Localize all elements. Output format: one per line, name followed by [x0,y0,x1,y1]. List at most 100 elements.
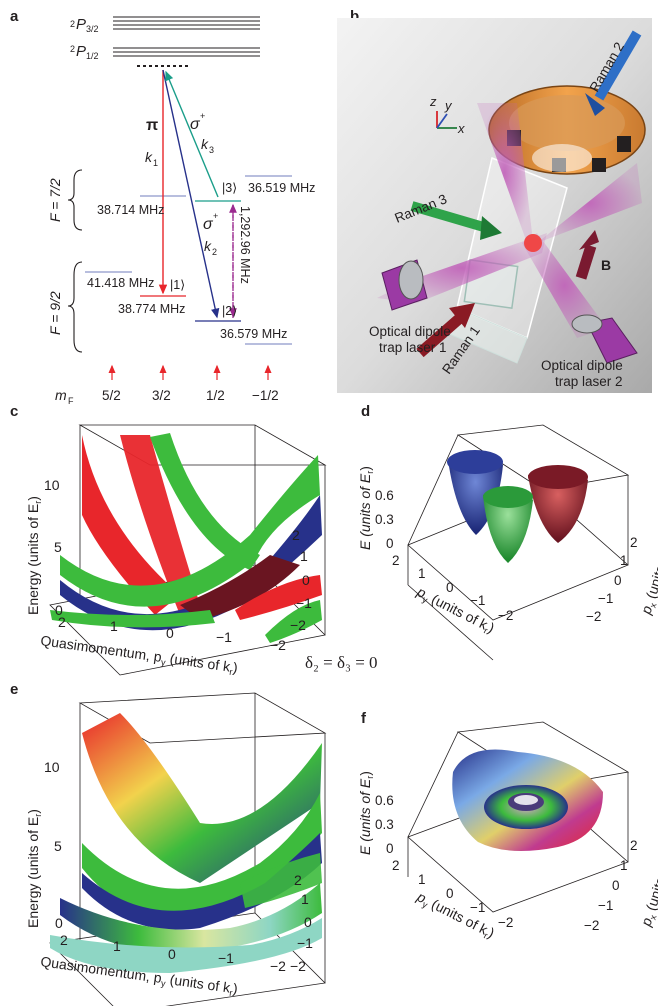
level-diagram: 2 P 3/2 2 P 1/2 F = 7/2 F = 9/2 π k 1 σ … [47,16,315,406]
plot-d-ytick-0: 2 [630,535,638,550]
plot-c-ztick-0: 0 [55,602,63,618]
plot-d-ytick-4: −2 [586,609,601,624]
freq-36579: 36.579 MHz [220,327,287,341]
plot-d-ylabel: px (units of kr) [637,531,658,618]
panel-label-c: c [10,403,19,420]
plot-c-ytick-0: 2 [292,527,300,543]
plot-d-xtick-4: −2 [498,608,513,623]
plot-f-ytick-0: 2 [630,838,638,853]
plot-f-xtick-3: −1 [470,900,485,915]
plot-d-xtick-0: 2 [392,553,400,568]
plot-d-ztick-03: 0.3 [375,512,394,527]
mf-value-0: 5/2 [102,388,121,403]
raman-2-beam [585,30,642,116]
plot-f-zlabel: E (units of Er) [357,771,375,855]
plot-f-ztick-0: 0 [386,841,394,856]
k3-sub: 3 [209,145,214,155]
plot-c-ytick-3: −1 [296,595,312,611]
trap-laser-2 [571,314,638,364]
band-plot-d: 0.6 0.3 0 2 1 0 −1 −2 2 1 0 −1 −2 E (uni… [357,424,658,661]
plot-f-xlabel: py (units of kr) [413,888,497,943]
k2-label: k [204,238,212,254]
pi-label: π [146,117,158,134]
panel-label-e: e [10,681,19,698]
trap-laser-1-line2: trap laser 1 [379,340,447,355]
setup-illustration: x y z Raman 2 Raman 3 Raman 1 B Optical … [337,18,652,393]
mf-value-2: 1/2 [206,388,225,403]
atom-cloud [524,234,542,252]
axes-triad [436,111,457,129]
brace-f72 [67,169,83,231]
plot-e-ytick-0: 2 [294,872,302,888]
p32-label: P [76,16,86,33]
plot-c-xtick-1: 1 [110,618,118,634]
plot-f-xtick-0: 2 [392,858,400,873]
plot-d-ytick-1: 1 [620,553,628,568]
p32-level [113,16,260,30]
plot-c-ylabel: Energy (units of Er) [25,496,43,615]
trap-laser-2-line1: Optical dipole [541,358,623,373]
plot-e-ytick-1: 1 [301,891,309,907]
plot-c-xtick-4: −2 [270,637,286,653]
freq-36519: 36.519 MHz [248,181,315,195]
plot-e-ytick-3: −1 [297,935,313,951]
plot-f-ytick-3: −1 [598,898,613,913]
k2-arrow [162,69,220,319]
plot-f-ztick-06: 0.6 [375,793,394,808]
mf-arrows [108,364,272,380]
plot-f-xtick-4: −2 [498,915,513,930]
ket-2: |2⟩ [222,304,237,318]
plot-d-ytick-3: −1 [598,591,613,606]
p12-sub: 1/2 [86,51,99,61]
mf-value-1: 3/2 [152,388,171,403]
mf-sub: F [68,396,74,406]
plot-d-box [407,424,630,661]
plot-e-ytick-4: −2 [290,958,306,974]
k1-sub: 1 [153,158,158,168]
b-field-label: B [601,257,611,273]
plot-e-surfaces [50,713,322,973]
plot-f-ztick-03: 0.3 [375,817,394,832]
plot-c-ztick-10: 10 [44,477,60,493]
plot-c-ztick-5: 5 [54,539,62,555]
plot-d-xtick-1: 1 [418,566,426,581]
plot-e-ztick-0: 0 [55,915,63,931]
plot-c-ytick-1: 1 [300,548,308,564]
plot-d-xlabel: py (units of kr) [413,583,497,638]
plot-d-zlabel: E (units of Er) [357,466,375,550]
plot-f-ytick-1: 1 [620,858,628,873]
sigma-k2-sup: + [213,211,218,221]
plot-e-ztick-5: 5 [54,838,62,854]
band-plot-f: 0.6 0.3 0 2 1 0 −1 −2 2 1 0 −1 −2 E (uni… [357,721,658,943]
plot-e-xtick-2: 0 [168,946,176,962]
freq-41418: 41.418 MHz [87,276,154,290]
sigma-k2-label: σ [203,216,214,233]
panel-label-f: f [361,710,366,727]
trap-laser-2-line2: trap laser 2 [555,374,623,389]
k1-label: k [145,149,153,165]
freq-38714: 38.714 MHz [97,203,164,217]
axis-x-label: x [457,121,465,136]
axis-y-label: y [444,98,453,113]
panel-label-d: d [361,403,371,420]
trap-laser-1-line1: Optical dipole [369,324,451,339]
plot-e-ytick-2: 0 [304,914,312,930]
raman-3-beam [410,201,502,240]
plot-c-ytick-2: 0 [302,572,310,588]
plot-d-ztick-06: 0.6 [375,488,394,503]
sigma-k3-label: σ [190,116,201,133]
plot-d-xtick-3: −1 [470,593,485,608]
band-plot-c: 10 5 0 2 1 0 −1 −2 2 1 0 −1 −2 Energy (u… [25,424,327,677]
p12-label: P [76,43,86,60]
plot-e-ztick-10: 10 [44,759,60,775]
panel-label-a: a [10,8,19,25]
ket-1: |1⟩ [170,278,185,292]
plot-d-cones [447,450,588,563]
mf-label: m [55,387,67,403]
plot-d-ztick-0: 0 [386,536,394,551]
plot-e-xtick-0: 2 [60,932,68,948]
plot-f-ylabel: px (units of kr) [637,843,658,930]
plot-d-xtick-2: 0 [446,580,454,595]
p32-sub: 3/2 [86,24,99,34]
plot-c-xtick-0: 2 [58,614,66,630]
